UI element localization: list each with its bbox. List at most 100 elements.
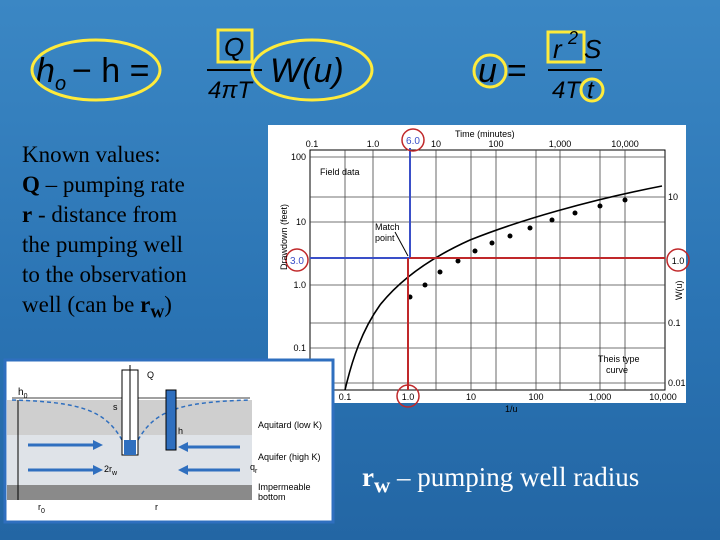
tick-label: 100 <box>528 392 543 402</box>
tick-label: 10 <box>296 217 306 227</box>
data-point <box>489 240 495 246</box>
arrow-head <box>178 465 188 475</box>
highlight-box <box>546 30 586 64</box>
data-point <box>622 197 628 203</box>
tick-labels: 0.1 1.0 10 100 1,000 10,000 0.1 10 100 1,000 10,00… <box>291 139 686 402</box>
eq-t: t <box>587 77 595 104</box>
label: Aquifer (high K) <box>258 452 321 462</box>
description: – pumping rate <box>39 172 185 197</box>
tick-label: 10,000 <box>611 139 639 149</box>
label: bottom <box>258 492 286 502</box>
arrow-head <box>178 442 188 452</box>
label: h <box>178 426 183 436</box>
label: qr <box>250 462 258 475</box>
term-sub: w <box>150 301 165 323</box>
tick-label: 10,000 <box>649 392 677 402</box>
match-value: 3.0 <box>290 256 304 267</box>
data-point <box>549 217 555 223</box>
theis-curve <box>344 185 663 391</box>
highlight-circle <box>396 384 420 408</box>
observation-well <box>165 389 177 451</box>
annotation: Match <box>375 222 400 232</box>
label: h <box>18 387 24 398</box>
highlight-box <box>216 28 254 64</box>
eq-denominator: 4πT <box>208 77 254 104</box>
tick-label: 100 <box>488 139 503 149</box>
description: - distance from <box>32 202 178 227</box>
item: well (can be rw) <box>22 290 187 328</box>
type-curve-figure: 6.0 3.0 1.0 1.0 Time (minutes) Drawdown … <box>268 125 690 414</box>
eq-numerator: Q <box>224 32 244 62</box>
annotation: curve <box>606 365 628 375</box>
label: r0 <box>38 502 45 515</box>
eq-u-lhs: u = <box>478 52 526 90</box>
label: 2rw <box>104 464 118 477</box>
term: r <box>22 202 33 227</box>
annotation: Field data <box>320 167 360 177</box>
label: 2r <box>104 464 112 474</box>
well-diagram: Q h0 s h Aquitard (low K) Aquifer (high … <box>3 358 335 524</box>
term: Q <box>22 172 40 197</box>
data-point <box>527 225 533 231</box>
label: h0 <box>18 387 28 400</box>
well-water <box>124 440 136 455</box>
label: q <box>250 462 255 472</box>
tick-label: 1.0 <box>293 280 306 290</box>
item: r - distance from <box>22 200 187 230</box>
label: r <box>38 502 41 512</box>
description: well (can be <box>22 292 141 317</box>
known-values: Known values: Q – pumping rate r - dista… <box>22 140 187 328</box>
data-point <box>422 282 428 288</box>
theis-equation: h o − h = Q 4πT W(u) <box>30 28 374 104</box>
label: Aquitard (low K) <box>258 420 322 430</box>
arrow-heads <box>93 440 188 475</box>
eq-h: h <box>36 52 55 90</box>
plot-frame <box>309 149 666 391</box>
annotation: Theis type <box>598 354 640 364</box>
flow-arrows <box>28 443 240 472</box>
highlight-circle <box>579 77 605 103</box>
eq-h-sub: o <box>55 73 66 95</box>
arrow-head <box>93 440 103 450</box>
term-sub: w <box>373 472 391 498</box>
bottom-axis-label: 1/u <box>505 404 518 414</box>
highlight-circle <box>285 248 309 272</box>
highlight-circle <box>666 248 690 272</box>
label: Q <box>147 370 154 380</box>
description: the pumping well <box>22 232 183 257</box>
highlight-circle <box>30 38 162 102</box>
tick-label: 10 <box>466 392 476 402</box>
drawdown-cone <box>11 399 251 441</box>
tick-label: 1.0 <box>367 139 380 149</box>
label: Impermeable <box>258 482 311 492</box>
bottom-layer <box>7 485 252 500</box>
label: r <box>155 502 158 512</box>
label: s <box>113 402 118 412</box>
eq-lhs-rest: − h = <box>72 52 150 90</box>
match-value: 1.0 <box>672 256 685 266</box>
left-axis-label: Drawdown (feet) <box>279 204 289 270</box>
field-data-points <box>407 197 628 300</box>
tick-label: 10 <box>668 192 678 202</box>
data-point <box>472 248 478 254</box>
term: r <box>140 292 151 317</box>
top-axis-label: Time (minutes) <box>455 129 515 139</box>
data-point <box>437 269 443 275</box>
tick-label: 100 <box>291 152 306 162</box>
term: r <box>362 462 374 492</box>
u-equation: u = r 2 S 4T t <box>472 28 605 104</box>
label-sub: r <box>255 468 258 475</box>
highlight-circle <box>472 53 508 89</box>
eq-s: S <box>584 34 602 64</box>
eq-exponent: 2 <box>567 28 578 48</box>
data-point <box>597 203 603 209</box>
label-sub: w <box>111 470 118 477</box>
right-axis-label: W(u) <box>674 281 684 301</box>
tick-label: 0.01 <box>668 378 686 388</box>
figure-background <box>268 125 686 403</box>
tick-label: 0.1 <box>306 139 319 149</box>
description: ) <box>164 292 172 317</box>
label-sub: 0 <box>24 393 28 400</box>
data-point <box>455 258 461 264</box>
